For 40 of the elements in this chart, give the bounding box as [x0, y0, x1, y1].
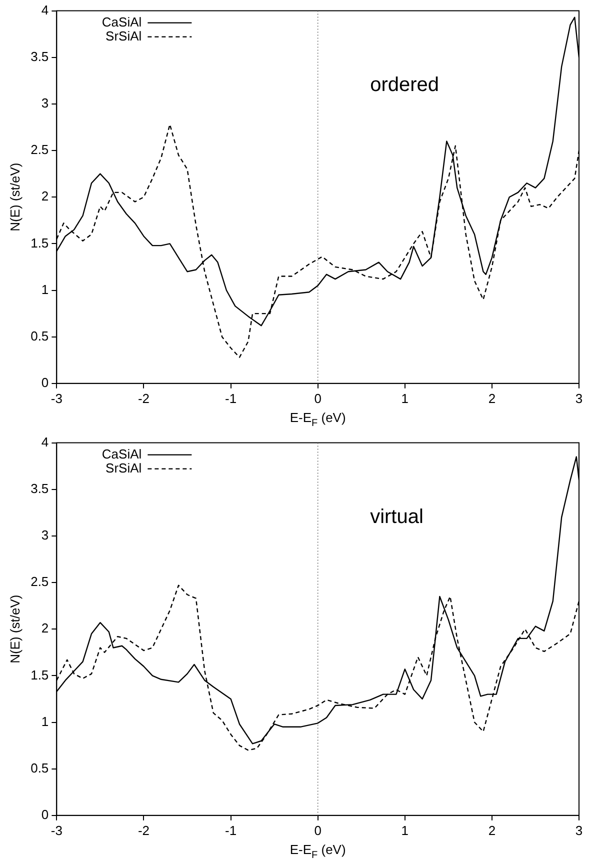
- y-tick-label: 3.5: [30, 480, 49, 496]
- legend-label: CaSiAl: [102, 446, 142, 462]
- y-tick-label: 0: [41, 374, 49, 390]
- x-tick-label: 2: [488, 390, 496, 406]
- legend-label: SrSiAl: [106, 28, 142, 44]
- x-tick-label: -2: [138, 822, 150, 838]
- y-tick-label: 2: [41, 188, 49, 204]
- legend-label: SrSiAl: [106, 460, 142, 476]
- y-tick-label: 0: [41, 806, 49, 822]
- y-tick-label: 3.5: [30, 48, 49, 64]
- x-tick-label: 1: [401, 390, 409, 406]
- legend-label: CaSiAl: [102, 14, 142, 30]
- y-tick-label: 1.5: [30, 667, 49, 682]
- y-tick-label: 2: [41, 620, 49, 636]
- x-tick-label: -1: [225, 390, 237, 406]
- y-tick-label: 2.5: [30, 142, 49, 158]
- y-axis-title: N(E) (st/eV): [7, 594, 22, 664]
- x-tick-label: 2: [488, 822, 496, 838]
- y-tick-label: 1: [41, 714, 49, 729]
- y-tick-label: 1.5: [30, 235, 49, 250]
- x-tick-label: 0: [314, 390, 322, 406]
- x-tick-label: -3: [50, 390, 62, 406]
- x-tick-label: 0: [314, 822, 322, 838]
- y-tick-label: 4: [41, 434, 49, 450]
- x-tick-label: 3: [575, 822, 583, 838]
- y-tick-label: 0.5: [30, 760, 49, 776]
- x-tick-label: 1: [401, 822, 409, 838]
- x-tick-label: -3: [50, 822, 62, 838]
- x-tick-label: -2: [138, 390, 150, 406]
- y-tick-label: 1: [41, 282, 49, 297]
- x-tick-label: -1: [225, 822, 237, 838]
- y-tick-label: 3: [41, 528, 49, 543]
- y-tick-label: 3: [41, 96, 49, 111]
- x-tick-label: 3: [575, 390, 583, 406]
- y-tick-label: 0.5: [30, 328, 49, 344]
- y-tick-label: 4: [41, 2, 49, 18]
- annotation: ordered: [370, 74, 440, 96]
- y-axis-title: N(E) (st/eV): [7, 162, 22, 232]
- annotation: virtual: [370, 506, 424, 528]
- y-tick-label: 2.5: [30, 574, 49, 590]
